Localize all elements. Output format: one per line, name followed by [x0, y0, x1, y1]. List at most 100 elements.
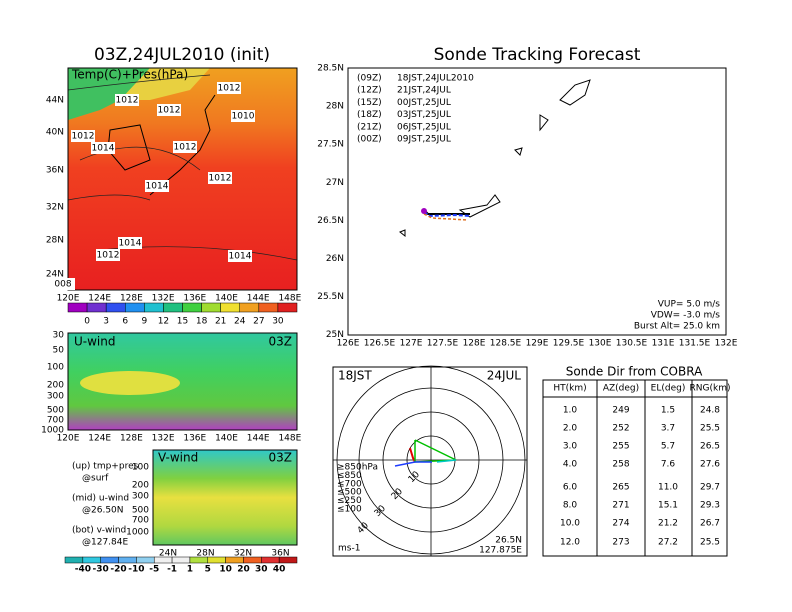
pressure-label: 1000	[126, 528, 149, 538]
panel-note: (bot) v-wind	[72, 526, 126, 536]
isobar-label-bg	[118, 237, 142, 249]
lon-label: 140E	[215, 434, 238, 444]
table-cell: 7.6	[661, 460, 676, 470]
isobar-label-bg	[217, 82, 241, 94]
colorbar-label: 10	[219, 565, 232, 575]
pressure-label: 30	[53, 331, 65, 341]
v-wind-frame	[152, 449, 298, 546]
lat-label: 36N	[46, 166, 64, 176]
pressure-label: 100	[47, 363, 64, 373]
lat-label: 26.5N	[317, 216, 344, 226]
isobar-label-bg	[71, 130, 95, 142]
table-cell: 26.7	[700, 519, 720, 529]
sonde-track	[423, 213, 469, 221]
colorbar-label: 1	[187, 565, 193, 575]
pressure-label: 700	[132, 516, 149, 526]
legend-text: 00JST,25JUL	[397, 98, 451, 108]
colorbar-cell	[182, 302, 202, 313]
isobar-label: 008	[54, 280, 71, 290]
colorbar-cell	[136, 556, 155, 564]
colorbar-cell	[144, 302, 164, 313]
lat-label: 27N	[326, 178, 344, 188]
lon-label: 120E	[57, 434, 80, 444]
hodo-date: 24JUL	[487, 369, 522, 383]
lon-label: 144E	[247, 434, 270, 444]
table-header: AZ(deg)	[603, 384, 639, 394]
v-label: V-wind	[158, 451, 198, 465]
colorbar-cell	[82, 556, 101, 564]
colorbar-label: 30	[255, 565, 268, 575]
lon-label: 140E	[215, 294, 238, 304]
isobar-label: 1014	[146, 182, 169, 192]
lat-label: 28N	[46, 236, 64, 246]
isobar-label: 1012	[97, 251, 120, 261]
colorbar-label: 5	[205, 565, 211, 575]
hodo-legend: ≤700	[337, 479, 362, 489]
lon-label: 130E	[589, 339, 612, 349]
isobar	[67, 74, 298, 261]
pressure-label: 300	[47, 392, 64, 402]
pressure-label: 50	[53, 346, 65, 356]
tracking-frame	[347, 67, 727, 336]
hodo-line	[394, 461, 432, 467]
table-cell: 11.0	[658, 483, 678, 493]
colorbar-label: -40	[75, 565, 91, 575]
ring-label: 20	[390, 487, 405, 502]
colorbar-label: 12	[158, 317, 169, 327]
lon-label: 131.5E	[679, 339, 711, 349]
table-cell: 15.1	[658, 501, 678, 511]
table-cell: 10.0	[560, 519, 580, 529]
lon-label: 120E	[57, 294, 80, 304]
colorbar-cell	[258, 302, 279, 313]
panel-note: (mid) u-wind	[72, 494, 129, 504]
pressure-label: 200	[47, 381, 64, 391]
lat-label: 28.5N	[317, 64, 344, 74]
table-cell: 273	[612, 538, 629, 548]
colorbar-cell	[239, 302, 260, 313]
lon-label: 128.5E	[490, 339, 522, 349]
lon-label: 127.5E	[427, 339, 459, 349]
colorbar-cell	[220, 302, 241, 313]
hodo-lat: 26.5N	[495, 536, 522, 546]
colorbar-cell	[201, 302, 221, 313]
lat-label: 44N	[46, 96, 64, 106]
isobar-label-bg	[96, 249, 120, 261]
hodo-unit: ms-1	[338, 544, 360, 554]
legend-text: 21JST,24JUL	[397, 86, 451, 96]
lon-label: 127E	[400, 339, 423, 349]
ring-label: 10	[407, 470, 422, 485]
u-time: 03Z	[269, 335, 293, 349]
table-cell: 258	[612, 460, 629, 470]
table-cell: 274	[612, 519, 629, 529]
table-cell: 249	[612, 406, 629, 416]
colorbar-cell	[64, 556, 84, 564]
legend-tag: (12Z)	[357, 86, 382, 96]
hodo-line	[414, 439, 457, 463]
colorbar-label: -20	[110, 565, 126, 575]
table-header: EL(deg)	[651, 384, 686, 394]
panel-note: @26.50N	[82, 506, 124, 516]
table-cell: 8.0	[563, 501, 578, 511]
lat-label: 25.5N	[317, 292, 344, 302]
colorbar-label: -30	[93, 565, 109, 575]
table-cell: 1.5	[661, 406, 675, 416]
isobar-label: 1014	[92, 144, 115, 154]
param: VUP= 5.0 m/s	[658, 300, 721, 310]
colorbar-label: 15	[177, 317, 188, 327]
table-cell: 271	[612, 501, 629, 511]
isobar-label: 1012	[174, 143, 197, 153]
table-cell: 21.2	[658, 519, 678, 529]
pressure-label: 700	[47, 416, 64, 426]
lon-label: 136E	[183, 434, 206, 444]
isobar-label-bg	[157, 104, 181, 116]
hodo-time: 18JST	[338, 369, 372, 383]
isobar-label-bg	[228, 250, 252, 262]
pressure-label: 500	[132, 506, 149, 516]
lon-label: 132E	[152, 434, 175, 444]
panel-note: (up) tmp+pres	[72, 462, 139, 472]
table-header: RNG(km)	[690, 384, 731, 394]
hodo-lon: 127.875E	[479, 546, 522, 556]
lat-label: 26N	[326, 254, 344, 264]
colorbar-cell	[243, 556, 262, 564]
legend-tag: (09Z)	[357, 74, 382, 84]
